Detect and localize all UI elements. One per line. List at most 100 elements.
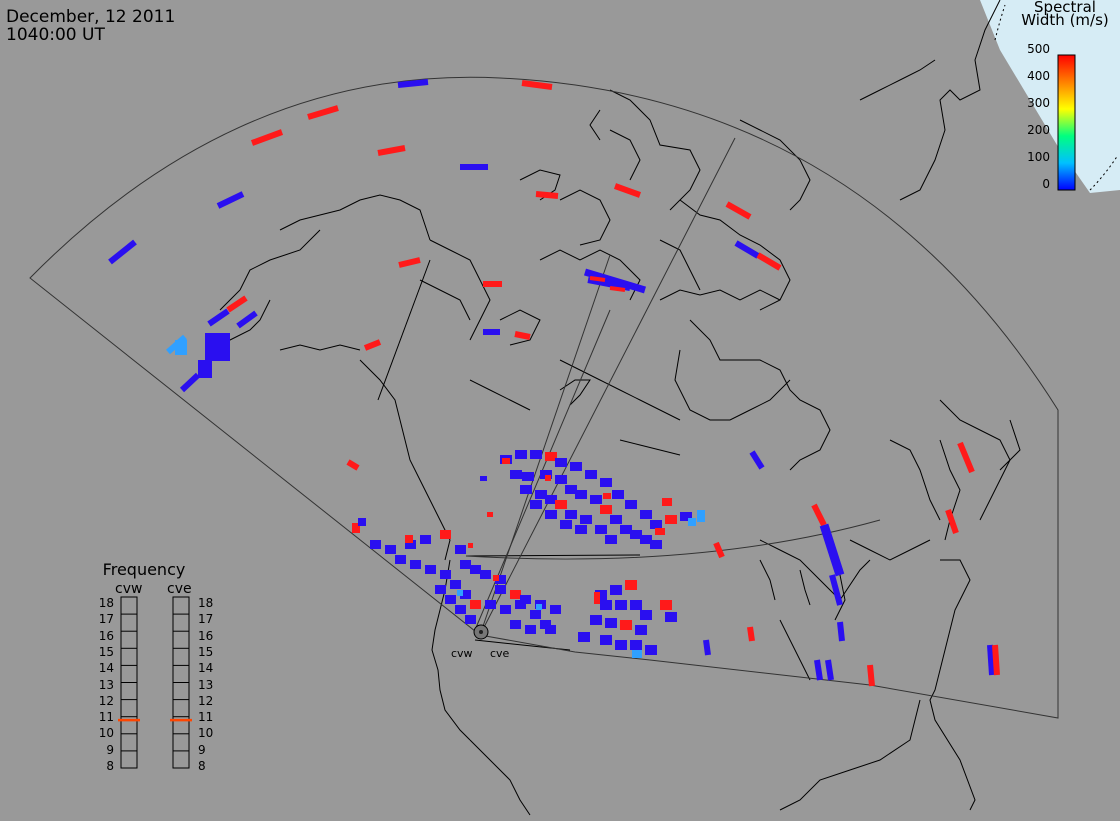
frequency-tick-right: 11 — [198, 710, 214, 725]
echo-cell — [603, 493, 611, 499]
echo-cell — [536, 604, 542, 610]
echo-cell — [460, 560, 471, 569]
map-time-title: 1040:00 UT — [6, 25, 105, 45]
echo-cell — [605, 535, 617, 544]
echo-cell — [545, 510, 557, 519]
echo-cell — [565, 485, 577, 494]
echo-cell — [645, 645, 657, 655]
echo-cell — [493, 575, 499, 581]
echo-cell — [600, 478, 612, 487]
frequency-tick-left: 18 — [98, 596, 114, 610]
echo-cell — [515, 450, 527, 459]
echo-cell — [420, 535, 431, 544]
echo-cell — [600, 505, 612, 514]
colorbar-tick-label: 400 — [1027, 69, 1050, 83]
echo-cell — [385, 545, 396, 554]
echo-cell — [640, 610, 652, 620]
echo-cell — [590, 615, 602, 625]
echo-cell — [632, 650, 642, 658]
echo-segment — [819, 523, 845, 577]
frequency-tick-left: 17 — [98, 612, 114, 627]
echo-cell — [635, 625, 647, 635]
echo-segment — [307, 105, 339, 120]
echo-cell — [655, 528, 665, 535]
echo-cell — [175, 340, 187, 355]
echo-cell — [500, 605, 511, 614]
echo-cell — [555, 458, 567, 467]
echo-cell — [358, 518, 366, 526]
echo-cell — [495, 575, 506, 584]
echo-segment — [363, 339, 382, 351]
echo-cell — [612, 490, 624, 499]
echo-segment — [226, 295, 248, 313]
echo-cell — [650, 540, 662, 549]
echo-cell — [545, 495, 557, 504]
echo-cell — [470, 600, 481, 609]
echo-cell — [650, 520, 662, 529]
echo-cell — [555, 475, 567, 484]
echo-cell — [520, 595, 531, 604]
echo-cell — [510, 620, 521, 629]
echo-segment — [811, 503, 827, 527]
echo-segment — [734, 240, 760, 259]
frequency-bars — [118, 596, 192, 769]
echo-cell — [540, 620, 551, 629]
echo-cell — [395, 555, 406, 564]
frequency-tick-left: 8 — [106, 759, 114, 773]
echo-cell — [580, 515, 592, 524]
frequency-tick-right: 13 — [198, 677, 214, 692]
echo-cell — [502, 458, 510, 464]
echo-cell — [450, 580, 461, 589]
echo-segment — [514, 331, 531, 340]
echo-segment — [609, 286, 626, 292]
echo-segment — [108, 239, 137, 265]
echo-cell — [410, 560, 421, 569]
echo-segment — [535, 191, 559, 199]
echo-cell — [530, 450, 542, 459]
echo-cell — [530, 500, 542, 509]
echo-cell — [352, 523, 360, 533]
frequency-tick-right: 18 — [198, 596, 214, 610]
dotted-arc-right — [1089, 154, 1119, 191]
echo-cell — [697, 510, 705, 522]
echo-segment — [713, 541, 725, 559]
echo-cell — [440, 570, 451, 579]
echo-segment — [987, 644, 995, 676]
echo-cell — [510, 590, 521, 599]
echo-cell — [665, 612, 677, 622]
ocean-cap-top-right — [980, 0, 1120, 193]
echo-segment — [957, 441, 975, 474]
echo-cell — [570, 462, 582, 471]
radar-site-marker — [473, 624, 489, 640]
frequency-tick-left: 14 — [98, 661, 114, 676]
echo-cell — [578, 632, 590, 642]
echo-cell — [594, 592, 600, 604]
echo-segment — [179, 372, 201, 393]
echo-segment — [521, 80, 553, 90]
echo-cell — [585, 470, 597, 479]
colorbar-title-line1: Spectral — [1034, 0, 1096, 16]
colorbar-tick-label: 100 — [1027, 150, 1050, 164]
echo-segment — [749, 450, 765, 470]
frequency-tick-right: 8 — [198, 759, 206, 773]
echo-cell — [615, 640, 627, 650]
echo-cell — [600, 635, 612, 645]
echo-segment — [747, 626, 755, 642]
echo-cell — [510, 470, 522, 479]
echo-cell — [530, 610, 541, 619]
echo-cell — [680, 512, 692, 521]
echo-cell — [515, 600, 526, 609]
echo-segment — [346, 459, 360, 471]
echo-cell — [405, 540, 416, 549]
frequency-tick-left: 9 — [106, 742, 114, 757]
echo-segment — [756, 252, 782, 271]
echo-segment — [829, 574, 843, 606]
echo-cell — [660, 600, 672, 610]
radar-label-cve: cve — [490, 647, 510, 660]
frequency-tick-left: 13 — [98, 677, 114, 692]
echo-segment — [814, 659, 823, 681]
echo-segment — [377, 145, 406, 156]
map-date-title: December, 12 2011 — [6, 7, 176, 27]
frequency-tick-right: 14 — [198, 661, 214, 676]
